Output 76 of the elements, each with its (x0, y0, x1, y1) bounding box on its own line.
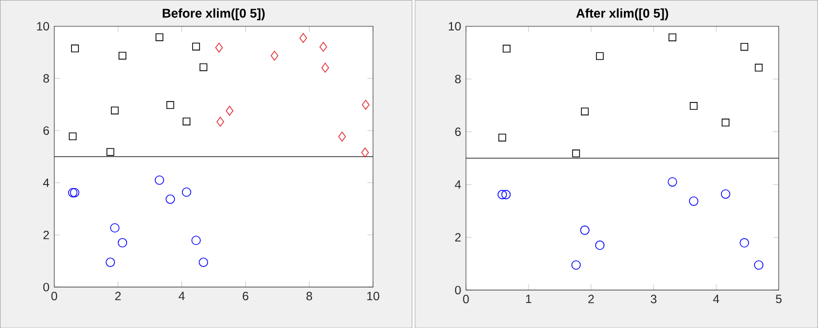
point (690, 102, 698, 110)
y-tick-label: 0 (455, 286, 461, 294)
x-tick-label: 0 (463, 294, 469, 304)
x-tick-label: 2 (115, 292, 121, 300)
y-tick-label: 6 (43, 126, 50, 135)
point (198, 257, 208, 267)
point (321, 62, 329, 72)
point (338, 131, 346, 142)
x-tick-label: 6 (242, 292, 248, 300)
x-tick-label: 2 (588, 294, 594, 303)
x-tick-label: 5 (776, 294, 782, 303)
point (110, 223, 120, 232)
point (71, 44, 79, 52)
y-tick-label: 2 (455, 232, 461, 242)
point (596, 52, 604, 60)
point (361, 147, 369, 158)
y-tick-label: 10 (448, 22, 461, 30)
y-tick-label: 0 (43, 282, 50, 292)
point (740, 238, 750, 248)
point (182, 117, 190, 126)
x-tick-label: 4 (178, 292, 185, 300)
x-tick-label: 10 (367, 292, 380, 300)
y-tick-label: 4 (43, 178, 50, 187)
y-tick-label: 8 (455, 74, 461, 84)
point (68, 132, 77, 140)
point (70, 188, 80, 198)
point (191, 236, 201, 245)
point (740, 42, 748, 51)
chart-title: Before xlim([0 5]) (162, 8, 265, 20)
point (571, 260, 581, 270)
point (668, 177, 678, 186)
point (595, 240, 605, 250)
point (68, 188, 78, 198)
point (319, 42, 328, 52)
point (754, 260, 764, 270)
point (110, 106, 119, 114)
point (362, 100, 370, 110)
y-tick-label: 8 (43, 74, 50, 83)
point (118, 238, 128, 248)
point (580, 225, 590, 235)
x-tick-label: 3 (650, 294, 656, 304)
point (118, 52, 126, 60)
point (498, 190, 507, 200)
y-tick-label: 6 (455, 127, 461, 136)
point (182, 187, 192, 197)
point (166, 194, 175, 204)
point (572, 149, 580, 158)
point (722, 118, 730, 126)
point (156, 33, 164, 41)
point (299, 32, 308, 43)
point (720, 189, 730, 199)
x-tick-label: 8 (306, 292, 312, 300)
point (192, 42, 200, 50)
y-tick-label: 2 (43, 230, 49, 239)
x-tick-label: 0 (51, 292, 58, 300)
point (270, 50, 278, 60)
point (580, 107, 589, 116)
point (226, 106, 234, 116)
point (200, 63, 208, 71)
point (166, 101, 174, 109)
point (216, 116, 224, 126)
point (754, 64, 763, 72)
point (502, 44, 510, 52)
chart-title: After xlim([0 5]) (576, 8, 668, 20)
point (498, 134, 506, 142)
point (689, 196, 698, 206)
point (215, 42, 223, 52)
x-tick-label: 4 (713, 294, 720, 303)
x-tick-label: 1 (526, 294, 532, 303)
point (106, 148, 114, 156)
point (154, 175, 164, 185)
point (668, 33, 676, 42)
y-tick-label: 4 (454, 180, 461, 189)
y-tick-label: 10 (37, 22, 50, 30)
point (501, 190, 511, 200)
point (106, 257, 116, 267)
